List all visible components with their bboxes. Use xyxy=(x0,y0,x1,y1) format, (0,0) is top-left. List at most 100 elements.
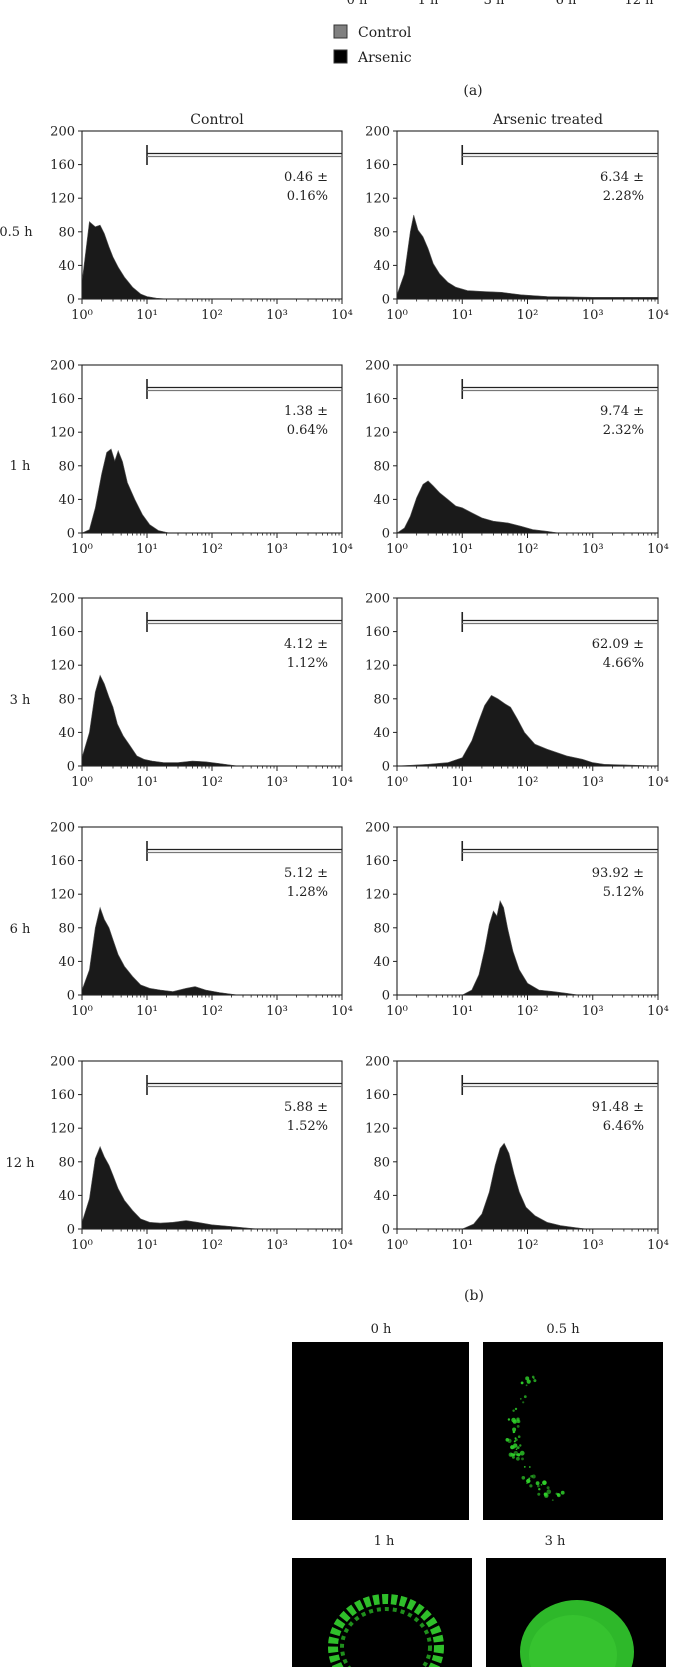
row-label: 6 h xyxy=(10,922,31,937)
speckle xyxy=(519,1444,522,1447)
x-tick-label: 10⁴ xyxy=(331,1004,353,1019)
x-tick-label: 10⁴ xyxy=(331,1238,353,1253)
histogram-area xyxy=(81,1145,342,1230)
y-tick-label: 120 xyxy=(365,888,390,903)
x-tick-label: 10¹ xyxy=(451,308,473,323)
histogram-panel: 0 40 80 120 160 200 10⁰ 10¹ 10² 10³ 10⁴ 9.74 ± 2.32% xyxy=(365,359,669,558)
histogram-grid: 0 40 80 120 160 200 10⁰ 10¹ 10² 10³ 10⁴ 0.46 ± 0.16%… xyxy=(50,125,669,1254)
speckle xyxy=(538,1488,541,1491)
histogram-panel: 0 40 80 120 160 200 10⁰ 10¹ 10² 10³ 10⁴ 6.34 ± 2.28% xyxy=(365,125,669,324)
gate-value: 0.46 ± xyxy=(284,170,328,185)
speckle xyxy=(513,1451,518,1456)
y-tick-label: 120 xyxy=(365,426,390,441)
histogram-area xyxy=(396,695,659,767)
x-tick-label: 10³ xyxy=(582,1238,604,1253)
gate-value: 4.12 ± xyxy=(284,637,328,652)
x-tick-label: 10⁰ xyxy=(386,542,408,557)
speckle xyxy=(516,1425,520,1428)
speckle xyxy=(528,1466,531,1468)
speckle xyxy=(526,1379,531,1384)
histogram-area xyxy=(81,906,342,996)
speckle xyxy=(512,1419,517,1424)
y-tick-label: 200 xyxy=(50,359,75,374)
speckle xyxy=(505,1438,510,1442)
x-tick-label: 10⁰ xyxy=(386,775,408,790)
x-tick-label: 10¹ xyxy=(136,775,158,790)
gate-value: 6.34 ± xyxy=(600,170,644,185)
y-tick-label: 160 xyxy=(50,854,75,869)
y-tick-label: 0 xyxy=(67,527,75,542)
micro-image-1h xyxy=(292,1558,472,1667)
speckle xyxy=(519,1398,522,1400)
gate-value: 91.48 ± xyxy=(592,1100,644,1115)
x-tick-label: 10² xyxy=(517,542,539,557)
y-tick-label: 200 xyxy=(50,592,75,607)
panel-c: 0 h 0.5 h 1 h 3 h xyxy=(292,1322,666,1667)
panel-a-label: (a) xyxy=(463,83,482,99)
y-tick-label: 200 xyxy=(365,359,390,374)
gate-error: 0.64% xyxy=(287,423,328,438)
y-tick-label: 0 xyxy=(382,1223,390,1238)
y-tick-label: 160 xyxy=(50,625,75,640)
speckle xyxy=(526,1482,528,1485)
speckle xyxy=(533,1379,537,1383)
x-tick-label: 10² xyxy=(201,308,223,323)
speckle xyxy=(513,1440,516,1443)
speckle xyxy=(560,1490,565,1495)
gate-error: 1.52% xyxy=(287,1119,328,1134)
x-tick-label: 10¹ xyxy=(136,1004,158,1019)
speckle xyxy=(525,1376,530,1381)
speckle xyxy=(530,1475,533,1478)
speckle xyxy=(523,1395,527,1399)
speckle xyxy=(543,1492,548,1496)
x-tick-label: 10¹ xyxy=(451,542,473,557)
histogram-panel: 0 40 80 120 160 200 10⁰ 10¹ 10² 10³ 10⁴ 0.46 ± 0.16% xyxy=(50,125,353,324)
panel-b-row-labels: 0.5 h 1 h 3 h 6 h 12 h xyxy=(0,225,35,1171)
speckle xyxy=(512,1431,515,1434)
x-tick-label: 10³ xyxy=(582,308,604,323)
legend-swatch-arsenic xyxy=(333,49,348,64)
column-title-control: Control xyxy=(190,112,244,128)
y-tick-label: 200 xyxy=(365,125,390,140)
histogram-panel: 0 40 80 120 160 200 10⁰ 10¹ 10² 10³ 10⁴ 5.12 ± 1.28% xyxy=(50,821,353,1020)
panel-b-label: (b) xyxy=(464,1288,484,1304)
histogram-panel: 0 40 80 120 160 200 10⁰ 10¹ 10² 10³ 10⁴ 91.48 ± 6.46… xyxy=(365,1055,669,1254)
speckle xyxy=(546,1486,550,1490)
x-tick-label: 10² xyxy=(517,1238,539,1253)
speckle xyxy=(517,1435,521,1438)
speckle xyxy=(519,1450,525,1456)
y-tick-label: 160 xyxy=(50,158,75,173)
y-tick-label: 120 xyxy=(365,1122,390,1137)
y-tick-label: 120 xyxy=(50,659,75,674)
y-tick-label: 0 xyxy=(382,527,390,542)
micro-label: 0 h xyxy=(371,1322,392,1337)
x-tick-label: 10³ xyxy=(582,775,604,790)
y-tick-label: 0 xyxy=(67,1223,75,1238)
panel-a-xtick: 0 h xyxy=(347,0,368,8)
histogram-area xyxy=(396,214,659,300)
x-tick-label: 10² xyxy=(201,1238,223,1253)
panel-a-xtick: 12 h xyxy=(624,0,654,8)
speckle xyxy=(515,1419,520,1423)
micro-label: 1 h xyxy=(374,1534,395,1549)
y-tick-label: 120 xyxy=(50,426,75,441)
y-tick-label: 120 xyxy=(365,192,390,207)
speckle xyxy=(521,1476,526,1480)
panel-a-xtick: 6 h xyxy=(556,0,577,8)
y-tick-label: 120 xyxy=(50,1122,75,1137)
x-tick-label: 10¹ xyxy=(136,308,158,323)
x-tick-label: 10⁴ xyxy=(331,308,353,323)
speckle xyxy=(516,1456,520,1461)
y-tick-label: 40 xyxy=(58,955,75,970)
speckle xyxy=(514,1407,518,1411)
speckle xyxy=(522,1401,525,1404)
gate-error: 0.16% xyxy=(287,189,328,204)
y-tick-label: 160 xyxy=(365,392,390,407)
y-tick-label: 40 xyxy=(58,493,75,508)
x-tick-label: 10⁰ xyxy=(386,308,408,323)
x-tick-label: 10³ xyxy=(266,542,288,557)
y-tick-label: 120 xyxy=(50,888,75,903)
speckle xyxy=(514,1438,518,1442)
micro-image-0h xyxy=(292,1342,469,1520)
